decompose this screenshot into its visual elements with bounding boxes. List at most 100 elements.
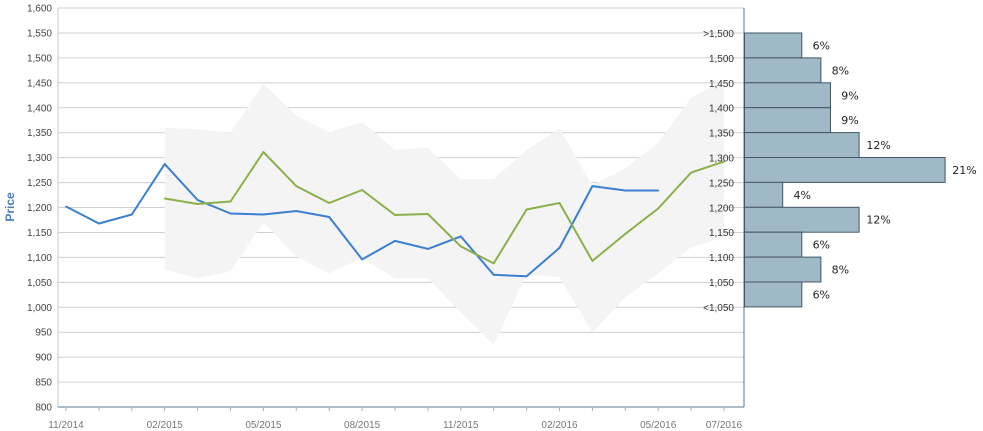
data-point-actual xyxy=(130,213,133,216)
distribution-bucket-label: 1,400 xyxy=(709,104,734,115)
y-tick-label: 1,150 xyxy=(27,228,52,239)
y-tick-label: 1,550 xyxy=(27,28,52,39)
data-point-forecast xyxy=(196,203,199,205)
y-tick-label: 1,400 xyxy=(27,103,52,114)
data-point-actual xyxy=(262,213,265,216)
distribution-bar xyxy=(744,57,822,84)
distribution-bucket-label: 1,350 xyxy=(709,129,734,140)
distribution-layer: 6% >1,500 8% 1,500 9% 1,450 9% 1,400 12% 1,350 21%… xyxy=(703,29,977,314)
distribution-bar xyxy=(744,206,860,233)
x-tick-label: 05/2015 xyxy=(245,420,282,431)
y-tick-label: 800 xyxy=(35,403,52,414)
data-point-actual xyxy=(163,163,166,166)
distribution-bucket-label: 1,250 xyxy=(709,178,734,189)
data-point-actual xyxy=(492,273,495,276)
x-tick-label: 02/2016 xyxy=(541,420,578,431)
data-point-forecast xyxy=(558,202,561,204)
data-point-forecast xyxy=(229,200,232,203)
data-point-forecast xyxy=(295,185,298,187)
forecast-band xyxy=(164,80,724,345)
data-point-forecast xyxy=(262,151,265,154)
distribution-pct-label: 4% xyxy=(793,189,810,202)
data-point-actual xyxy=(328,216,331,218)
y-tick-label: 1,450 xyxy=(27,78,52,89)
y-tick-label: 1,200 xyxy=(27,203,52,214)
distribution-bucket-label: 1,450 xyxy=(709,79,734,90)
data-point-actual xyxy=(361,258,363,261)
data-point-forecast xyxy=(525,208,528,211)
x-tick-label: 07/2016 xyxy=(706,420,743,431)
y-tick-label: 1,250 xyxy=(27,178,52,189)
data-point-forecast xyxy=(591,259,594,262)
y-tick-label: 950 xyxy=(35,328,52,339)
data-point-actual xyxy=(229,212,232,215)
y-tick-label: 1,000 xyxy=(27,303,52,314)
y-tick-label: 1,350 xyxy=(27,128,52,139)
data-point-forecast xyxy=(723,160,725,163)
data-point-actual xyxy=(65,205,67,208)
distribution-bucket-label: 1,100 xyxy=(709,253,734,264)
data-point-forecast xyxy=(328,202,331,204)
x-tick-label: 05/2016 xyxy=(640,420,677,431)
y-tick-label: 1,050 xyxy=(27,278,52,289)
distribution-bucket-label: 1,300 xyxy=(709,154,734,165)
distribution-pct-label: 12% xyxy=(866,139,890,152)
series-layer xyxy=(65,151,725,278)
distribution-bar xyxy=(744,107,831,134)
distribution-bucket-label: 1,150 xyxy=(709,228,734,239)
distribution-pct-label: 6% xyxy=(813,40,830,53)
distribution-pct-label: 9% xyxy=(841,114,858,127)
data-point-forecast xyxy=(163,197,166,200)
y-tick-label: 900 xyxy=(35,353,52,364)
data-point-actual xyxy=(558,246,561,249)
distribution-bucket-label: 1,500 xyxy=(709,54,734,65)
data-point-forecast xyxy=(394,214,396,216)
data-point-forecast xyxy=(624,233,627,235)
data-point-actual xyxy=(394,240,396,242)
distribution-pct-label: 8% xyxy=(832,64,849,77)
distribution-pct-label: 6% xyxy=(813,239,830,252)
data-point-forecast xyxy=(492,262,495,265)
distribution-bar xyxy=(744,231,803,258)
distribution-bucket-label: 1,200 xyxy=(709,203,734,214)
distribution-bar xyxy=(744,256,822,283)
data-point-actual xyxy=(525,275,528,278)
distribution-bar xyxy=(744,32,803,59)
y-tick-label: 1,500 xyxy=(27,53,52,64)
data-point-actual xyxy=(196,199,199,201)
distribution-pct-label: 8% xyxy=(832,264,849,277)
data-point-forecast xyxy=(459,245,462,248)
data-point-actual xyxy=(624,189,627,192)
x-tick-label: 11/2014 xyxy=(48,420,84,431)
x-tick-label: 02/2015 xyxy=(147,420,184,431)
data-point-forecast xyxy=(361,189,363,191)
distribution-pct-label: 9% xyxy=(841,89,858,102)
data-point-actual xyxy=(591,185,594,187)
y-tick-label: 1,300 xyxy=(27,153,52,164)
data-point-actual xyxy=(657,189,660,192)
distribution-bar xyxy=(744,132,860,159)
distribution-bucket-label: >1,500 xyxy=(703,29,734,40)
data-point-forecast xyxy=(690,171,692,174)
distribution-pct-label: 6% xyxy=(813,288,830,301)
series-line-forecast xyxy=(164,151,725,265)
y-tick-label: 850 xyxy=(35,378,52,389)
forecast-band-layer xyxy=(164,80,724,345)
axes: 800 850 900 950 1,000 1,050 1,100 1,150 1,200 1,2… xyxy=(27,4,745,431)
distribution-bar xyxy=(744,82,831,109)
x-tick-label: 11/2015 xyxy=(443,420,479,431)
data-point-forecast xyxy=(427,213,429,215)
y-tick-label: 1,600 xyxy=(27,4,52,15)
distribution-pct-label: 21% xyxy=(952,164,976,177)
data-point-actual xyxy=(98,222,100,225)
data-point-actual xyxy=(427,247,429,250)
data-point-actual xyxy=(459,235,462,238)
y-tick-label: 1,100 xyxy=(27,253,52,264)
distribution-bar xyxy=(744,281,803,308)
y-axis-label: Price xyxy=(3,192,17,222)
distribution-bucket-label: <1,050 xyxy=(703,303,734,314)
distribution-bar xyxy=(744,181,784,208)
distribution-bucket-label: 1,050 xyxy=(709,278,734,289)
